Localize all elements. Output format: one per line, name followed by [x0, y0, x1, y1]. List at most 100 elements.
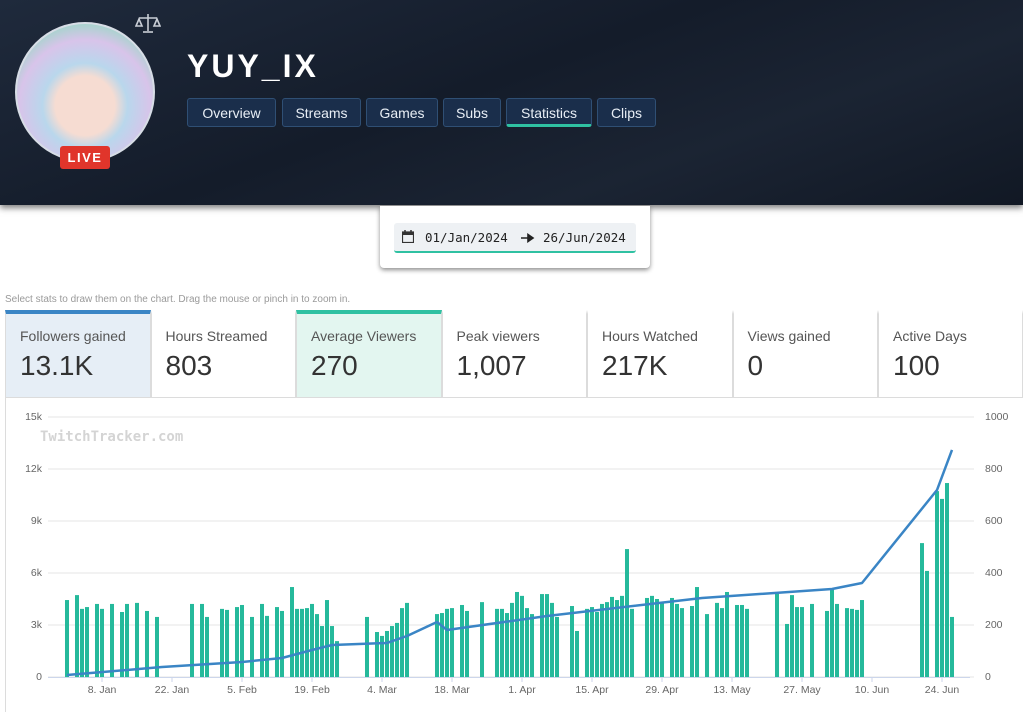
tab-active[interactable]: Statistics — [506, 98, 592, 127]
stat-card[interactable]: Followers gained 13.1K — [5, 310, 151, 398]
bar — [630, 608, 634, 677]
y2-tick-label: 0 — [985, 671, 991, 683]
tab[interactable]: Games — [366, 98, 438, 127]
bar — [280, 610, 284, 677]
stat-card[interactable]: Hours Streamed 803 — [150, 310, 296, 398]
bar — [660, 602, 664, 677]
bar — [585, 608, 589, 677]
bar — [310, 603, 314, 677]
stat-value: 1,007 — [456, 350, 527, 381]
bar — [400, 608, 404, 677]
bar — [505, 613, 509, 677]
x-tick-label: 13. May — [713, 684, 751, 696]
bar — [445, 608, 449, 677]
bar — [675, 603, 679, 677]
bar — [275, 607, 279, 677]
y-tick-label: 3k — [31, 619, 43, 631]
bar — [705, 614, 709, 677]
stat-label: Hours Watched — [602, 328, 698, 344]
chart: 0 3k 6k 9k 12k 15k 0 200 400 600 800 1000 8. Jan 22. … — [5, 398, 1009, 712]
bar — [110, 603, 114, 677]
bar — [925, 570, 929, 677]
bar — [220, 608, 224, 677]
live-badge: LIVE — [60, 146, 110, 169]
bar — [670, 597, 674, 677]
bar — [830, 589, 834, 677]
avatar[interactable] — [15, 22, 155, 162]
bar — [300, 608, 304, 677]
date-start: 01/Jan/2024 — [425, 230, 508, 245]
x-tick-label: 27. May — [783, 684, 821, 696]
bar — [510, 602, 514, 677]
bar — [380, 635, 384, 677]
bar — [375, 632, 379, 677]
bar — [155, 616, 159, 677]
username: YUY_IX — [187, 48, 319, 84]
bar — [330, 626, 334, 677]
y2-tick-label: 200 — [985, 619, 1003, 631]
bar — [520, 595, 524, 677]
bar — [540, 594, 544, 677]
x-tick-label: 18. Mar — [434, 684, 470, 696]
bar — [65, 600, 69, 677]
y2-tick-label: 400 — [985, 567, 1003, 579]
bar — [950, 616, 954, 677]
bar — [135, 602, 139, 677]
tab[interactable]: Streams — [282, 98, 361, 127]
stat-card[interactable]: Hours Watched 217K — [587, 310, 733, 398]
tab[interactable]: Clips — [597, 98, 656, 127]
bar — [645, 597, 649, 677]
bar — [95, 603, 99, 677]
balance-icon[interactable] — [135, 12, 161, 34]
stat-card[interactable]: Peak viewers 1,007 — [441, 310, 587, 398]
date-end: 26/Jun/2024 — [543, 230, 626, 245]
bar — [235, 607, 239, 677]
bar — [405, 602, 409, 677]
bar — [125, 603, 129, 677]
bar — [75, 595, 79, 677]
bar — [735, 604, 739, 677]
x-tick-label: 19. Feb — [294, 684, 330, 696]
x-tick-label: 22. Jan — [155, 684, 190, 696]
bar — [500, 608, 504, 677]
bar — [615, 600, 619, 677]
bar — [625, 549, 629, 677]
stat-card[interactable]: Active Days 100 — [878, 310, 1023, 398]
bar — [395, 622, 399, 677]
bar — [305, 608, 309, 677]
tab[interactable]: Subs — [443, 98, 501, 127]
stat-label: Followers gained — [20, 328, 126, 344]
x-tick-label: 1. Apr — [508, 684, 536, 696]
bar — [290, 587, 294, 677]
bar — [295, 608, 299, 677]
tab[interactable]: Overview — [187, 98, 276, 127]
line — [66, 449, 954, 677]
date-range-input[interactable]: 01/Jan/2024 26/Jun/2024 — [394, 223, 636, 253]
y-tick-label: 9k — [31, 515, 43, 527]
bar — [785, 623, 789, 677]
bar — [325, 600, 329, 677]
x-tick-label: 29. Apr — [645, 684, 679, 696]
bar — [205, 616, 209, 677]
stat-card[interactable]: Average Viewers 270 — [296, 310, 442, 398]
bar — [835, 603, 839, 677]
bar — [940, 498, 944, 677]
bar — [825, 610, 829, 677]
x-tick-label: 24. Jun — [925, 684, 960, 696]
bar — [440, 613, 444, 677]
bar — [530, 614, 534, 677]
bar — [225, 609, 229, 677]
bar — [555, 616, 559, 677]
stat-card[interactable]: Views gained 0 — [732, 310, 878, 398]
x-tick-label: 10. Jun — [855, 684, 890, 696]
stat-label: Hours Streamed — [165, 328, 268, 344]
bar — [740, 604, 744, 677]
bar — [720, 608, 724, 677]
bar — [800, 607, 804, 677]
y-tick-label: 6k — [31, 567, 43, 579]
bar — [100, 608, 104, 677]
stat-value: 270 — [311, 350, 358, 381]
stat-label: Average Viewers — [311, 328, 417, 344]
bar — [935, 491, 939, 677]
